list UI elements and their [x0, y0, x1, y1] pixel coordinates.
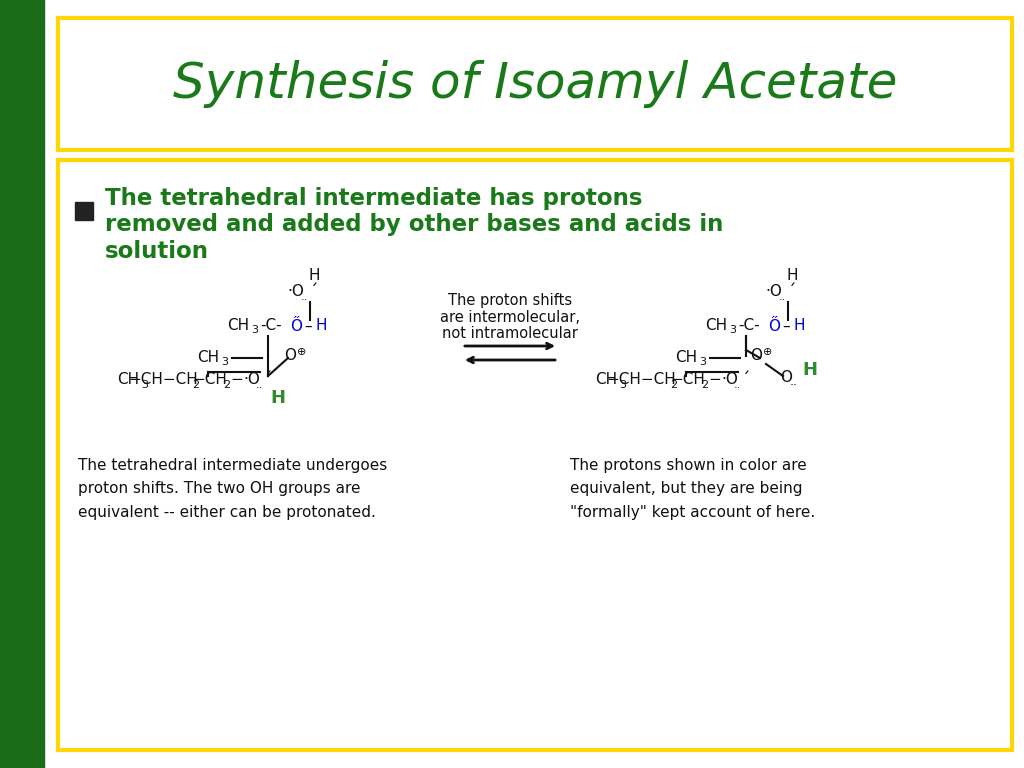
Text: CH: CH: [197, 350, 219, 366]
Text: Ö: Ö: [290, 319, 302, 333]
Text: –: –: [782, 319, 790, 333]
Text: −CH−CH: −CH−CH: [606, 372, 676, 388]
Text: 3: 3: [141, 380, 148, 390]
Text: −: −: [230, 372, 244, 388]
Text: ··: ··: [255, 383, 262, 393]
Text: H: H: [308, 269, 319, 283]
Text: ´: ´: [264, 371, 272, 389]
Text: O: O: [284, 349, 296, 363]
Text: −CH: −CH: [671, 372, 706, 388]
Text: H: H: [270, 389, 286, 407]
FancyBboxPatch shape: [58, 18, 1012, 150]
Bar: [75, 202, 93, 220]
Text: ··: ··: [733, 383, 740, 393]
Text: ´: ´: [741, 371, 751, 389]
Text: -C-: -C-: [738, 319, 760, 333]
Text: ··: ··: [771, 313, 777, 323]
Text: ·O: ·O: [288, 284, 304, 300]
Text: O: O: [750, 349, 762, 363]
Text: removed and added by other bases and acids in: removed and added by other bases and aci…: [105, 214, 723, 237]
Text: solution: solution: [105, 240, 209, 263]
Text: −: −: [709, 372, 721, 388]
Bar: [0, 0, 44, 768]
Text: ··: ··: [300, 295, 307, 305]
Text: Ö: Ö: [768, 319, 780, 333]
Text: CH: CH: [227, 319, 249, 333]
Text: 3: 3: [620, 380, 627, 390]
Text: The tetrahedral intermediate has protons: The tetrahedral intermediate has protons: [105, 187, 642, 210]
Text: not intramolecular: not intramolecular: [442, 326, 578, 342]
Text: O: O: [780, 370, 792, 386]
Text: ´: ´: [787, 283, 797, 301]
Text: are intermolecular,: are intermolecular,: [440, 310, 580, 325]
Text: The tetrahedral intermediate undergoes
proton shifts. The two OH groups are
equi: The tetrahedral intermediate undergoes p…: [78, 458, 387, 520]
Text: H: H: [315, 319, 327, 333]
Text: ··: ··: [778, 295, 785, 305]
Text: ⊕: ⊕: [763, 347, 773, 357]
Text: ⊕: ⊕: [297, 347, 306, 357]
Text: –: –: [304, 319, 312, 333]
Text: The protons shown in color are
equivalent, but they are being
"formally" kept ac: The protons shown in color are equivalen…: [570, 458, 815, 520]
Text: ·O: ·O: [766, 284, 782, 300]
Text: H: H: [803, 361, 817, 379]
Text: CH: CH: [117, 372, 139, 388]
Text: 3: 3: [699, 357, 707, 367]
Text: 2: 2: [193, 380, 200, 390]
Text: −CH: −CH: [193, 372, 227, 388]
Text: 3: 3: [252, 325, 258, 335]
Text: The proton shifts: The proton shifts: [447, 293, 572, 307]
Text: ··: ··: [293, 313, 299, 323]
Text: ··: ··: [790, 379, 798, 392]
Text: ´: ´: [310, 283, 318, 301]
Text: 2: 2: [701, 380, 709, 390]
Text: ·O: ·O: [244, 372, 260, 388]
Text: CH: CH: [595, 372, 617, 388]
Text: 3: 3: [729, 325, 736, 335]
Text: −CH−CH: −CH−CH: [128, 372, 198, 388]
Text: -C-: -C-: [260, 319, 282, 333]
Text: CH: CH: [675, 350, 697, 366]
Text: Synthesis of Isoamyl Acetate: Synthesis of Isoamyl Acetate: [173, 60, 897, 108]
Text: H: H: [786, 269, 798, 283]
Text: CH: CH: [705, 319, 727, 333]
Text: H: H: [794, 319, 805, 333]
Text: 2: 2: [223, 380, 230, 390]
FancyBboxPatch shape: [58, 160, 1012, 750]
Text: ·O: ·O: [722, 372, 738, 388]
Text: 3: 3: [221, 357, 228, 367]
Text: 2: 2: [671, 380, 678, 390]
